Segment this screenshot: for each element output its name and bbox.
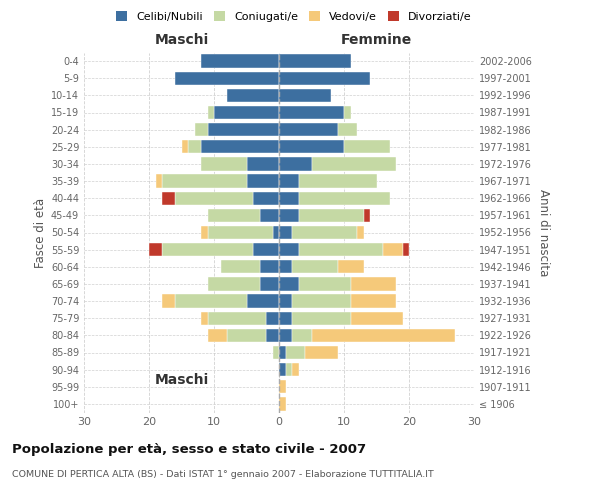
Bar	[292, 226, 357, 239]
Bar	[344, 106, 350, 119]
Bar	[162, 294, 175, 308]
Bar	[175, 72, 279, 85]
Bar	[208, 123, 279, 136]
Bar	[403, 243, 409, 256]
Bar	[227, 328, 266, 342]
Bar	[201, 54, 279, 68]
Text: Popolazione per età, sesso e stato civile - 2007: Popolazione per età, sesso e stato civil…	[12, 442, 366, 456]
Bar	[253, 243, 279, 256]
Bar	[279, 208, 299, 222]
Bar	[201, 226, 208, 239]
Bar	[279, 72, 370, 85]
Bar	[299, 277, 350, 290]
Bar	[221, 260, 260, 274]
Bar	[266, 328, 279, 342]
Bar	[272, 346, 279, 359]
Bar	[175, 192, 253, 205]
Bar	[279, 380, 286, 394]
Bar	[292, 363, 299, 376]
Bar	[279, 328, 292, 342]
Bar	[337, 260, 364, 274]
Bar	[260, 260, 279, 274]
Bar	[155, 174, 162, 188]
Bar	[279, 312, 292, 325]
Bar	[279, 226, 292, 239]
Text: Femmine: Femmine	[341, 34, 412, 48]
Bar	[194, 123, 208, 136]
Bar	[292, 328, 311, 342]
Text: Maschi: Maschi	[154, 34, 209, 48]
Text: COMUNE DI PERTICA ALTA (BS) - Dati ISTAT 1° gennaio 2007 - Elaborazione TUTTITAL: COMUNE DI PERTICA ALTA (BS) - Dati ISTAT…	[12, 470, 434, 479]
Text: Maschi: Maschi	[154, 372, 209, 386]
Bar	[208, 226, 272, 239]
Bar	[201, 140, 279, 153]
Bar	[208, 328, 227, 342]
Bar	[279, 140, 344, 153]
Legend: Celibi/Nubili, Coniugati/e, Vedovi/e, Divorziati/e: Celibi/Nubili, Coniugati/e, Vedovi/e, Di…	[113, 8, 475, 25]
Bar	[208, 312, 266, 325]
Bar	[279, 54, 350, 68]
Bar	[286, 363, 292, 376]
Bar	[162, 174, 247, 188]
Bar	[299, 174, 377, 188]
Bar	[279, 174, 299, 188]
Bar	[292, 294, 350, 308]
Bar	[247, 294, 279, 308]
Bar	[149, 243, 162, 256]
Bar	[162, 243, 253, 256]
Bar	[299, 243, 383, 256]
Bar	[279, 192, 299, 205]
Bar	[182, 140, 188, 153]
Bar	[350, 277, 396, 290]
Bar	[208, 208, 260, 222]
Bar	[305, 346, 337, 359]
Y-axis label: Anni di nascita: Anni di nascita	[537, 189, 550, 276]
Bar	[253, 192, 279, 205]
Bar	[279, 260, 292, 274]
Bar	[311, 157, 396, 170]
Bar	[260, 277, 279, 290]
Bar	[292, 312, 350, 325]
Bar	[175, 294, 247, 308]
Bar	[279, 397, 286, 410]
Bar	[286, 346, 305, 359]
Bar	[344, 140, 389, 153]
Bar	[162, 192, 175, 205]
Bar	[260, 208, 279, 222]
Bar	[272, 226, 279, 239]
Bar	[292, 260, 337, 274]
Bar	[208, 106, 214, 119]
Bar	[279, 157, 311, 170]
Bar	[350, 312, 403, 325]
Y-axis label: Fasce di età: Fasce di età	[34, 198, 47, 268]
Bar	[279, 243, 299, 256]
Bar	[364, 208, 370, 222]
Bar	[337, 123, 357, 136]
Bar	[311, 328, 455, 342]
Bar	[214, 106, 279, 119]
Bar	[201, 312, 208, 325]
Bar	[279, 363, 286, 376]
Bar	[201, 157, 247, 170]
Bar	[266, 312, 279, 325]
Bar	[227, 88, 279, 102]
Bar	[299, 192, 389, 205]
Bar	[279, 346, 286, 359]
Bar	[383, 243, 403, 256]
Bar	[279, 106, 344, 119]
Bar	[279, 277, 299, 290]
Bar	[299, 208, 364, 222]
Bar	[279, 294, 292, 308]
Bar	[247, 174, 279, 188]
Bar	[357, 226, 364, 239]
Bar	[247, 157, 279, 170]
Bar	[208, 277, 260, 290]
Bar	[279, 123, 337, 136]
Bar	[188, 140, 201, 153]
Bar	[279, 88, 331, 102]
Bar	[350, 294, 396, 308]
